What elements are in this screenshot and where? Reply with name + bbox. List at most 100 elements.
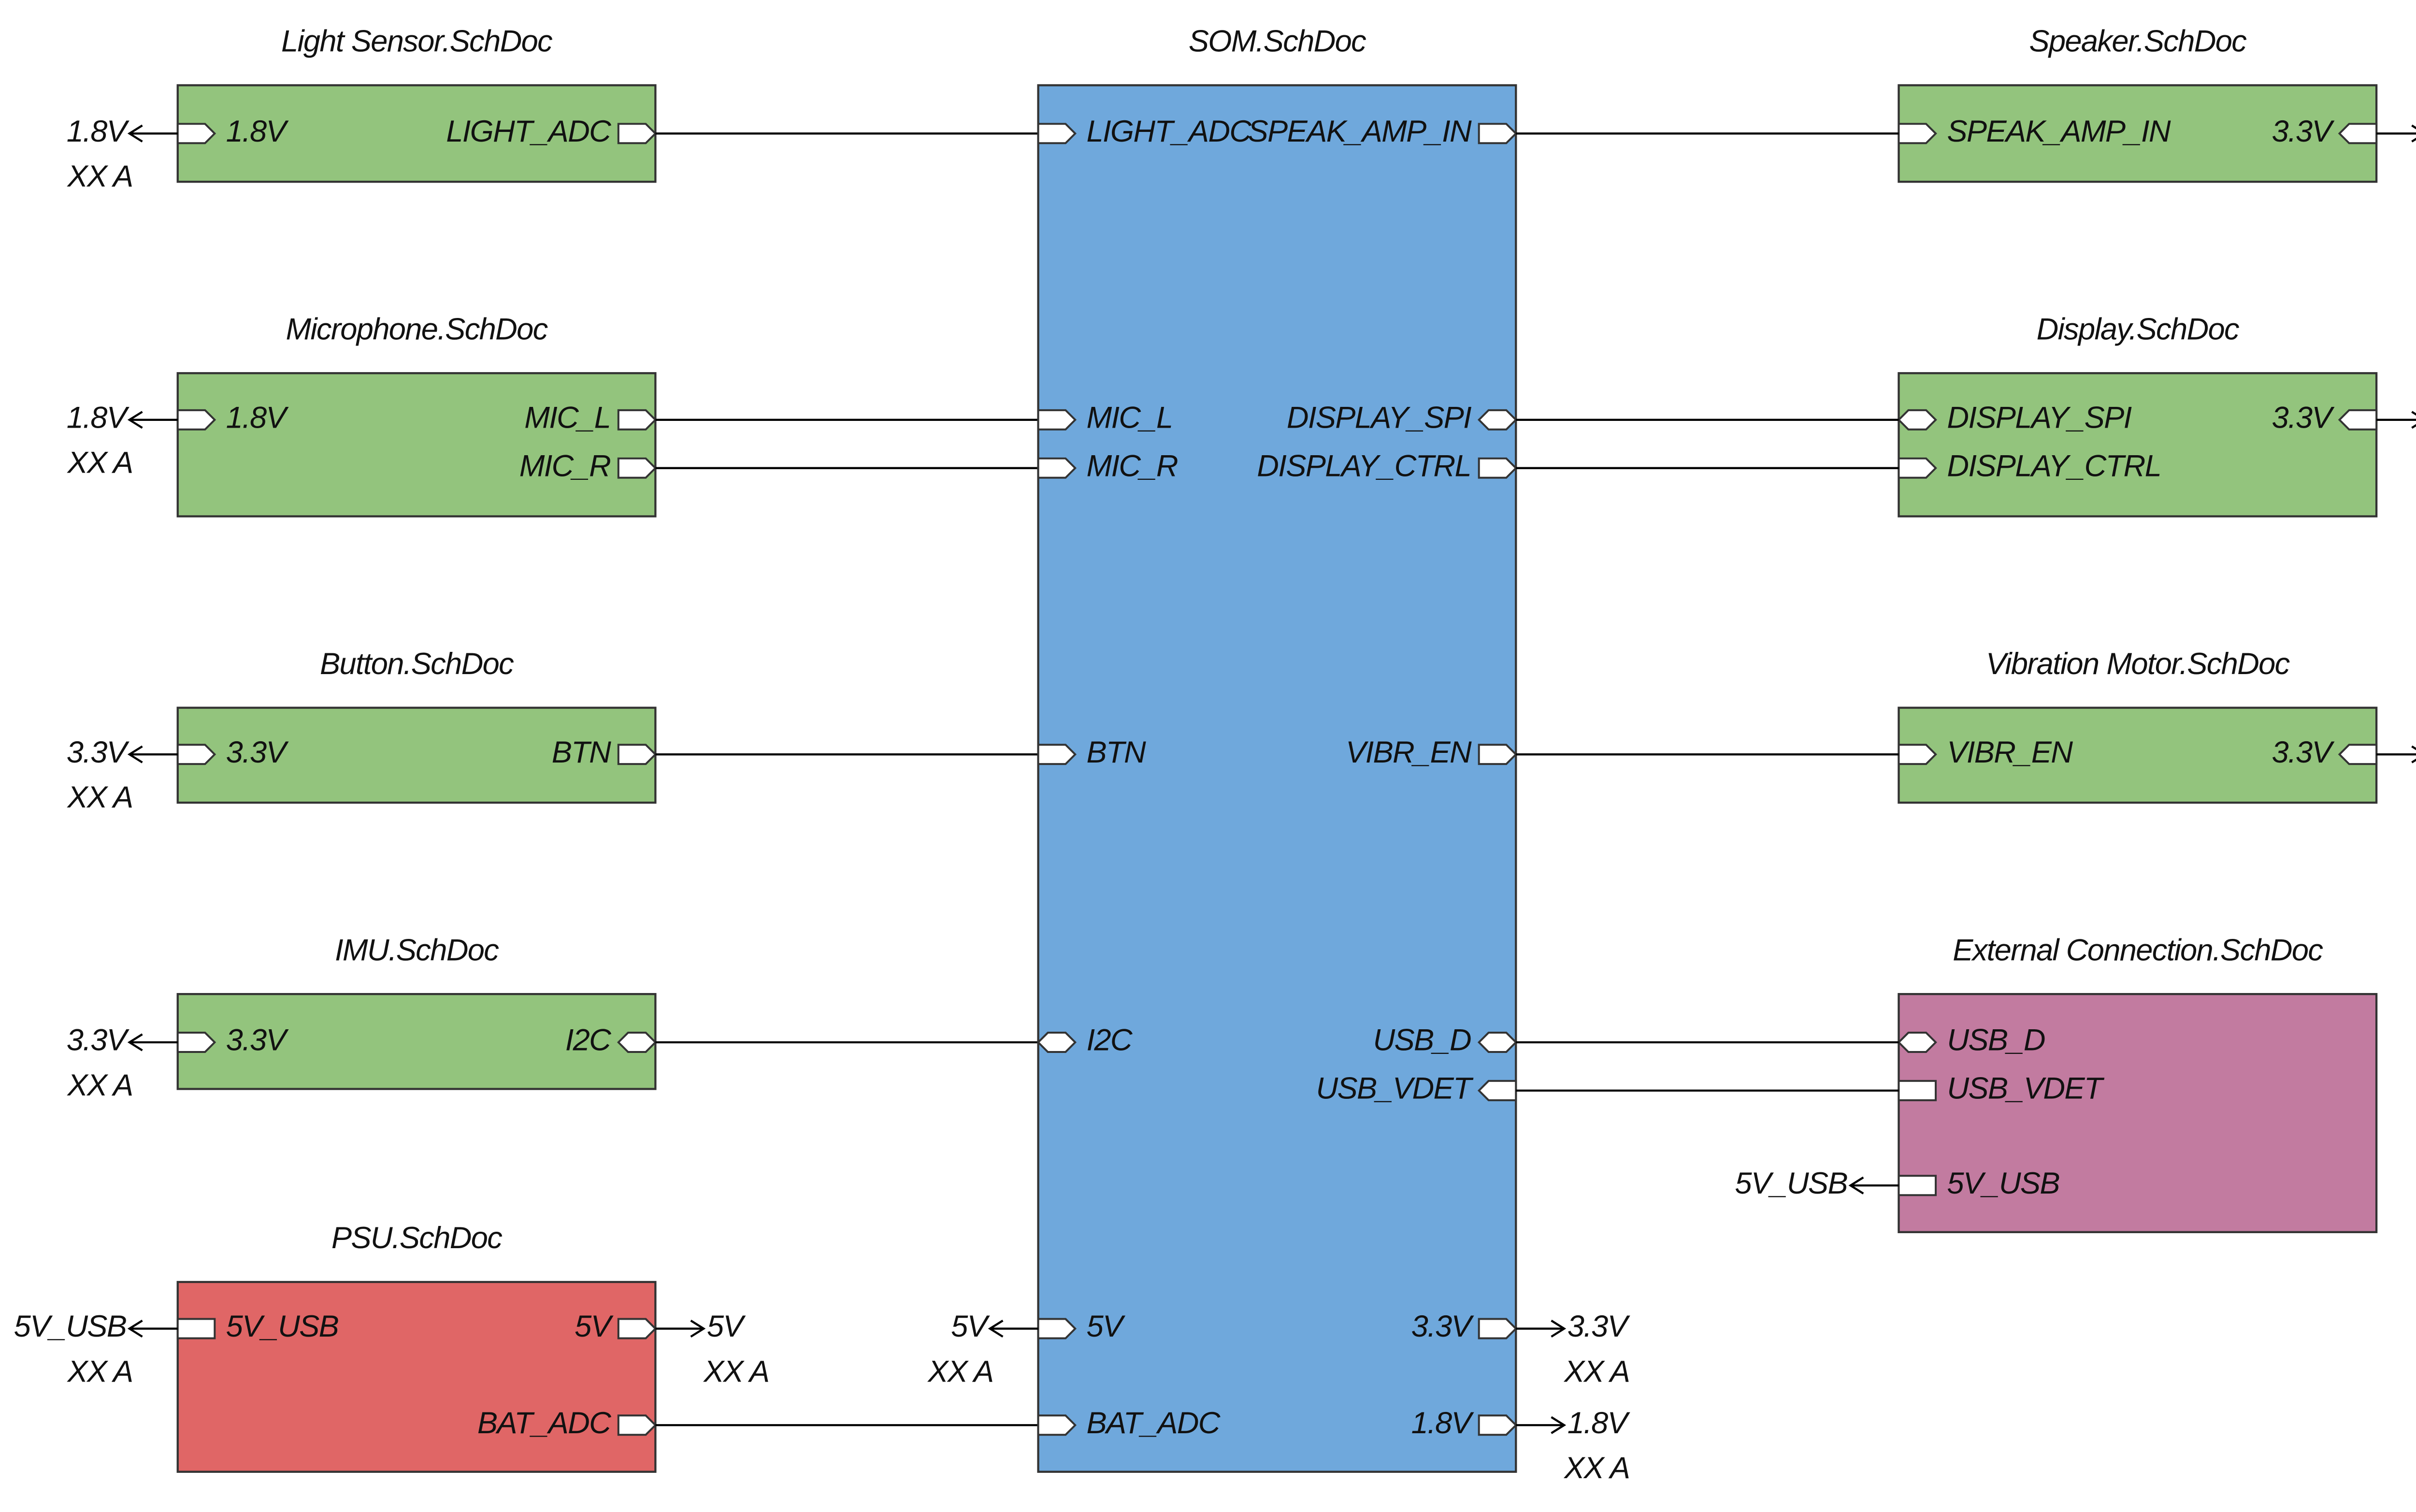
- sheet-port: [1036, 1032, 1077, 1053]
- power-current: XX A: [66, 780, 132, 814]
- sheet-port: [617, 1318, 657, 1339]
- sheet-block: [176, 1281, 657, 1473]
- sheet-title: IMU.SchDoc: [335, 933, 499, 967]
- sheet-port: [176, 123, 216, 144]
- sheet-port: [176, 1318, 216, 1339]
- sheet-port: [617, 1414, 657, 1436]
- sheet-port: [1477, 409, 1518, 431]
- sheet-port: [176, 1032, 216, 1053]
- power-net: 1.8V: [67, 115, 130, 148]
- sheet-port: [1037, 744, 1077, 765]
- power-current: XX A: [66, 159, 132, 193]
- sheet-title: Button.SchDoc: [320, 647, 514, 681]
- port-label: 1.8V: [1411, 1406, 1475, 1440]
- port-label: MIC_L: [1086, 401, 1172, 434]
- power-net: 1.8V: [1568, 1406, 1631, 1440]
- sheet-port: [617, 123, 657, 144]
- port-label: USB_VDET: [1316, 1072, 1474, 1106]
- power-current: XX A: [703, 1354, 769, 1388]
- sheet-port: [1037, 409, 1077, 431]
- power-arrow: [127, 745, 143, 763]
- port-label: 5V_USB: [1947, 1166, 2059, 1200]
- power-current: XX A: [1563, 1354, 1629, 1388]
- power-arrow: [127, 1033, 143, 1051]
- sheet-port: [1037, 1318, 1077, 1339]
- port-label: USB_VDET: [1947, 1072, 2105, 1106]
- port-label: 5V: [1086, 1310, 1126, 1343]
- port-label: USB_D: [1947, 1023, 2045, 1057]
- power-net: 3.3V: [1568, 1310, 1631, 1343]
- sheet-port: [1898, 123, 1937, 144]
- port-label: 3.3V: [226, 1023, 289, 1057]
- port-label: LIGHT_ADC: [1086, 115, 1251, 148]
- port-label: I2C: [1086, 1023, 1132, 1057]
- sheet-block: [176, 372, 657, 518]
- port-label: MIC_R: [1086, 449, 1177, 483]
- port-label: MIC_L: [524, 401, 610, 434]
- sheet-title: PSU.SchDoc: [331, 1221, 502, 1255]
- port-label: 5V_USB: [226, 1310, 339, 1343]
- sheet-port: [1037, 457, 1077, 479]
- port-label: 5V: [575, 1310, 614, 1343]
- power-current: XX A: [66, 1068, 132, 1102]
- port-label: 1.8V: [226, 401, 289, 434]
- port-label: 3.3V: [1411, 1310, 1475, 1343]
- port-label: BAT_ADC: [477, 1406, 611, 1440]
- sheet-port: [1478, 123, 1518, 144]
- port-label: DISPLAY_CTRL: [1257, 449, 1471, 483]
- power-net: 5V: [951, 1310, 991, 1343]
- sheet-port: [617, 1032, 657, 1053]
- sheet-title: Light Sensor.SchDoc: [281, 25, 552, 58]
- power-current: XX A: [1563, 1451, 1629, 1485]
- port-label: I2C: [565, 1023, 611, 1057]
- port-label: USB_D: [1373, 1023, 1471, 1057]
- sheet-port: [1898, 744, 1937, 765]
- sheet-title: Vibration Motor.SchDoc: [1986, 647, 2290, 681]
- power-arrow: [690, 1320, 706, 1338]
- power-arrow: [127, 411, 143, 429]
- port-label: SPEAK_AMP_IN: [1248, 115, 1472, 148]
- sheet-port: [2338, 409, 2378, 431]
- sheet-title: Microphone.SchDoc: [286, 312, 548, 346]
- port-label: BAT_ADC: [1086, 1406, 1220, 1440]
- port-label: DISPLAY_CTRL: [1947, 449, 2161, 483]
- power-arrow: [1848, 1176, 1864, 1195]
- sheet-port: [1898, 1175, 1937, 1196]
- port-label: 3.3V: [2272, 115, 2335, 148]
- sheet-port: [617, 744, 657, 765]
- power-arrow: [127, 1320, 143, 1338]
- port-label: VIBR_EN: [1947, 735, 2073, 769]
- power-net: 5V: [707, 1310, 747, 1343]
- power-net: 5V_USB: [14, 1310, 127, 1343]
- sheet-port: [1478, 1414, 1518, 1436]
- sheet-port: [1037, 123, 1077, 144]
- power-arrow: [1551, 1320, 1567, 1338]
- sheet-block: [1898, 706, 2378, 804]
- power-arrow: [988, 1320, 1004, 1338]
- port-label: BTN: [1086, 735, 1146, 769]
- power-net: 3.3V: [67, 735, 130, 769]
- sheet-port: [176, 409, 216, 431]
- power-arrow: [127, 124, 143, 143]
- port-label: 1.8V: [226, 115, 289, 148]
- port-label: SPEAK_AMP_IN: [1947, 115, 2171, 148]
- sheet-block: [1037, 84, 1517, 1473]
- sheet-port: [1898, 1080, 1937, 1101]
- port-label: DISPLAY_SPI: [1947, 401, 2131, 434]
- sheet-block: [176, 706, 657, 804]
- sheet-port: [617, 409, 657, 431]
- sheet-port: [1477, 1032, 1518, 1053]
- sheet-title: Display.SchDoc: [2037, 312, 2239, 346]
- sheet-title: External Connection.SchDoc: [1953, 933, 2323, 967]
- sheet-port: [1478, 457, 1518, 479]
- port-label: DISPLAY_SPI: [1287, 401, 1471, 434]
- sheet-port: [1037, 1414, 1077, 1436]
- port-label: 3.3V: [226, 735, 289, 769]
- sheet-title: Speaker.SchDoc: [2029, 25, 2246, 58]
- power-current: XX A: [66, 446, 132, 480]
- sheet-block: [1898, 372, 2378, 518]
- port-label: VIBR_EN: [1346, 735, 1472, 769]
- power-current: XX A: [927, 1354, 993, 1388]
